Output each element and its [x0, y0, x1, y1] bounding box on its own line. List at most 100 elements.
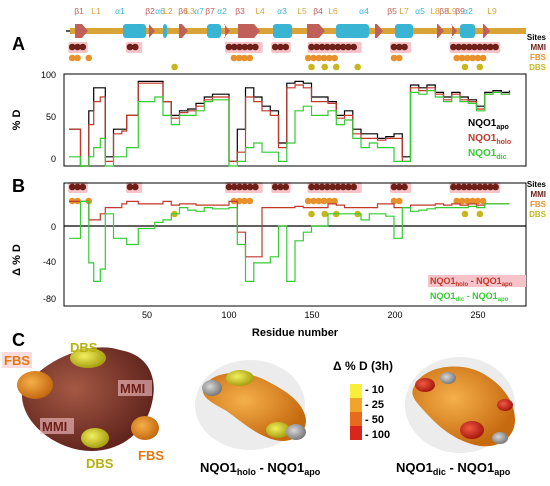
legend-b-holo-bg: [428, 275, 526, 287]
fbs-label-2: FBS: [138, 448, 164, 463]
topology-label: β4: [313, 6, 323, 16]
site-dot-dbs: [321, 210, 329, 218]
topology-beta-strand: [149, 24, 155, 38]
site-dot-fbs: [326, 54, 333, 62]
x-axis-label: Residue number: [252, 327, 339, 339]
site-dot-mmi: [455, 43, 462, 51]
site-dot-mmi: [345, 43, 352, 51]
site-dot-fbs: [241, 197, 248, 205]
site-dot-mmi: [465, 43, 473, 51]
legend-b: NQO1holo - NQO1apo NQO1dic - NQO1apo: [428, 275, 526, 303]
topology-beta-strand: [307, 24, 325, 38]
site-dot-mmi: [339, 183, 347, 191]
topology-beta-strand: [75, 24, 88, 38]
topology-label: β6: [178, 6, 188, 16]
site-dot-fbs: [326, 197, 333, 205]
mmi-label-1: MMI: [120, 381, 145, 396]
site-dot-mmi: [126, 183, 134, 191]
dbs-label-1: DBS: [70, 340, 98, 355]
topology-label: α2: [217, 6, 227, 16]
site-dot-dbs: [461, 210, 469, 218]
topology-label: β7: [205, 6, 215, 16]
site-dot-fbs: [310, 54, 317, 62]
topology-beta-strand: [483, 24, 490, 38]
site-legend-fbs-b: FBS: [530, 200, 547, 209]
site-dot-fbs: [310, 197, 317, 205]
site-dot-mmi: [246, 43, 254, 51]
site-dot-mmi: [241, 43, 249, 51]
site-dot-mmi: [230, 183, 238, 191]
caption-dic: NQO1dic - NQO1apo: [396, 460, 511, 477]
site-dot-mmi: [450, 183, 457, 191]
site-dot-fbs: [331, 197, 338, 205]
color-scale: Δ % D (3h) - 10 - 25 - 50 - 100: [333, 359, 393, 441]
topology-label: L9: [447, 6, 457, 16]
xtick-50: 50: [142, 310, 152, 320]
topology-label: α7: [194, 6, 204, 16]
legend-a-apo: NQO1apo: [468, 118, 509, 131]
site-dot-mmi: [481, 183, 489, 191]
site-dot-mmi: [350, 43, 358, 51]
site-dot-dbs: [476, 63, 484, 71]
topology-helix: [460, 24, 475, 38]
topology-helix: [395, 24, 413, 38]
topology-label: β9: [455, 6, 465, 16]
site-dot-fbs: [390, 54, 398, 62]
structure-3-shape: [412, 366, 515, 447]
site-dot-fbs: [474, 54, 482, 62]
holo-yellow-2: [266, 422, 290, 438]
holo-grey-1: [202, 380, 222, 396]
fbs-label-bg-1: [2, 352, 32, 368]
holo-grey-2: [286, 424, 306, 440]
plot-b-ytick-0: 0: [51, 222, 56, 232]
site-dot-mmi: [230, 43, 238, 51]
site-dot-mmi: [324, 43, 331, 51]
site-dot-fbs: [469, 197, 476, 205]
scale-swatch-10: [350, 384, 362, 398]
site-legend-sites: Sites: [527, 33, 547, 42]
site-dot-fbs: [453, 54, 461, 62]
site-dot-mmi: [476, 183, 484, 191]
panel-label-c: C: [12, 330, 25, 350]
mmi-label-2: MMI: [42, 419, 67, 434]
plot-a-ytick-100: 100: [41, 70, 56, 80]
site-dot-fbs: [320, 54, 328, 62]
site-dot-mmi: [401, 43, 408, 51]
topology-label: L9: [487, 6, 497, 16]
site-dot-dbs: [308, 63, 315, 71]
site-dot-mmi: [460, 43, 468, 51]
site-dot-mmi: [282, 43, 290, 51]
site-dot-fbs: [469, 54, 476, 62]
plot-a-ytick-50: 50: [46, 112, 56, 122]
site-dot-fbs: [395, 197, 403, 205]
topology-label: α6: [155, 6, 165, 16]
site-dot-mmi: [131, 183, 139, 191]
x-axis: 50 100 150 200 250 Residue number: [142, 310, 486, 339]
site-dot-fbs: [74, 54, 81, 62]
site-dot-mmi: [471, 43, 478, 51]
site-dot-fbs: [304, 54, 312, 62]
site-dot-fbs: [453, 197, 461, 205]
site-dot-mmi: [471, 183, 478, 191]
site-dot-mmi: [131, 43, 139, 51]
topology-label: L2: [163, 6, 173, 16]
site-dot-mmi: [79, 183, 87, 191]
site-dot-mmi: [68, 43, 76, 51]
site-dot-dbs: [321, 63, 329, 71]
legend-a-holo: NQO1holo: [468, 133, 511, 146]
site-dot-mmi: [339, 43, 347, 51]
scale-swatch-25: [350, 398, 362, 412]
site-dot-mmi: [350, 183, 358, 191]
plot-b-ytick-m40: -40: [43, 257, 56, 267]
site-dot-mmi: [318, 43, 326, 51]
fbs-region-2: [131, 416, 159, 440]
site-dot-mmi: [334, 183, 342, 191]
site-dot-mmi: [241, 183, 249, 191]
site-dot-fbs: [241, 54, 248, 62]
site-dot-fbs: [463, 197, 471, 205]
legend-b-dic: NQO1dic - NQO1apo: [430, 291, 509, 303]
site-dot-mmi: [460, 183, 468, 191]
site-dot-fbs: [230, 54, 238, 62]
